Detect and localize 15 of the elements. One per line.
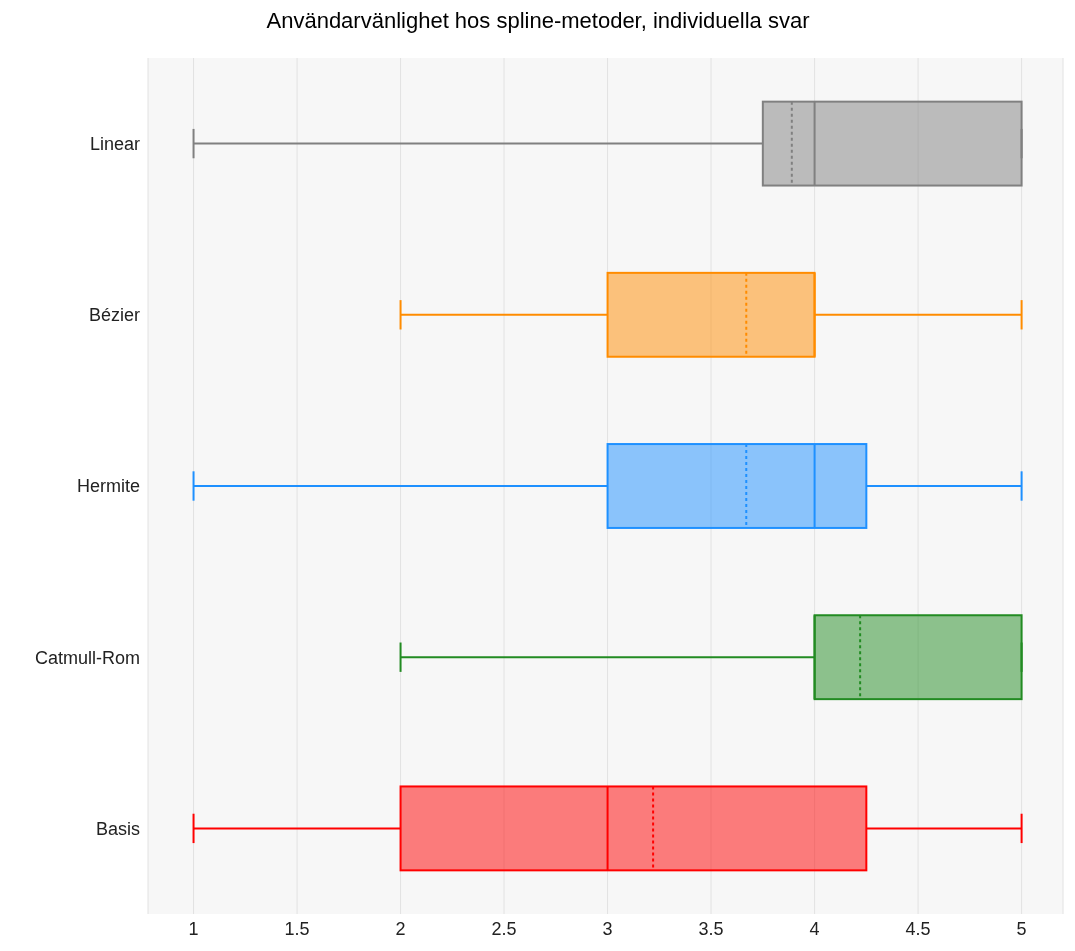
x-tick-label: 2.5 xyxy=(491,918,517,939)
x-tick-label: 3.5 xyxy=(698,918,724,939)
x-tick-label: 2 xyxy=(395,918,406,939)
y-tick-label: Basis xyxy=(95,818,140,839)
x-tick-label: 1.5 xyxy=(284,918,310,939)
x-tick-label: 4.5 xyxy=(905,918,931,939)
y-tick-label: Catmull-Rom xyxy=(34,647,140,668)
x-tick-label: 4 xyxy=(809,918,820,939)
y-tick-label: Bézier xyxy=(88,305,140,326)
x-tick-label: 5 xyxy=(1016,918,1027,939)
x-tick-label: 3 xyxy=(602,918,613,939)
x-tick-label: 1 xyxy=(188,918,199,939)
y-tick-label: Linear xyxy=(89,133,140,154)
chart-title: Användarvänlighet hos spline-metoder, individuella svar xyxy=(265,8,811,34)
y-tick-label: Hermite xyxy=(76,476,140,497)
